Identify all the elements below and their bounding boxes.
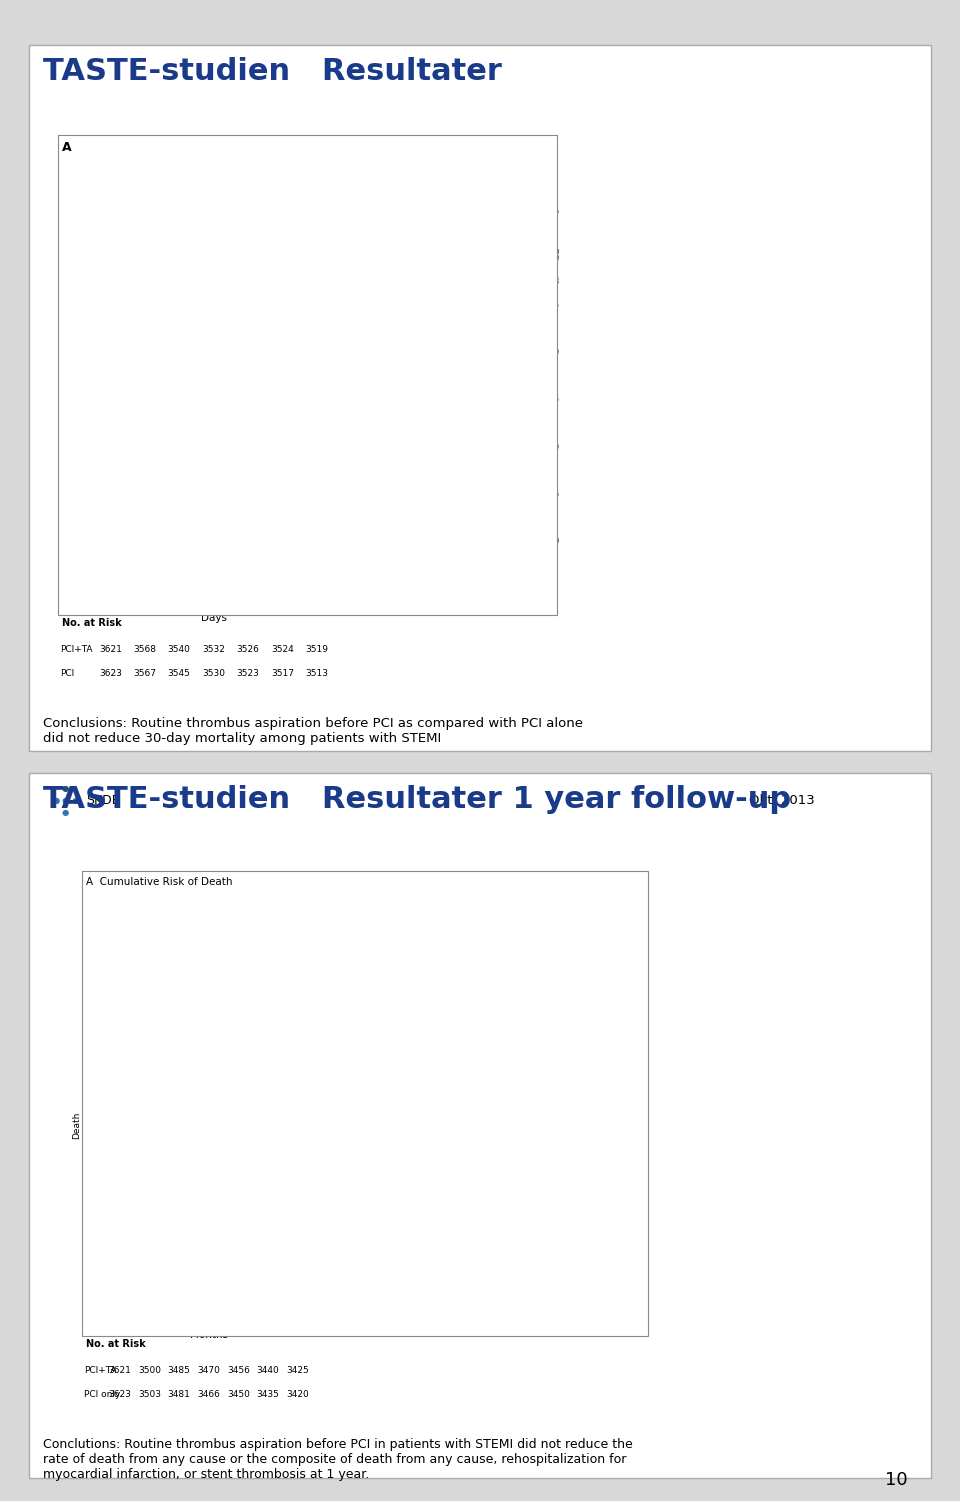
Text: 3513: 3513 [305, 669, 328, 678]
Text: ●: ● [52, 796, 60, 805]
Text: 3526: 3526 [236, 645, 259, 654]
Text: 3.0: 3.0 [546, 249, 560, 258]
Text: A: A [62, 141, 72, 155]
Text: 3503: 3503 [138, 1390, 161, 1399]
Y-axis label: Death
(% of patients): Death (% of patients) [72, 1093, 92, 1159]
Text: PCI+TA: PCI+TA [356, 1073, 389, 1082]
Text: 3517: 3517 [271, 669, 294, 678]
Text: PCI+TA: PCI+TA [60, 645, 93, 654]
Text: 3420: 3420 [286, 1390, 309, 1399]
Text: 3481: 3481 [168, 1390, 191, 1399]
Text: 3485: 3485 [168, 1366, 191, 1375]
Text: 3623: 3623 [108, 1390, 132, 1399]
Text: PCI: PCI [60, 669, 75, 678]
Y-axis label: Cumulative Risk of Death
from Any Cause (%): Cumulative Risk of Death from Any Cause … [62, 329, 83, 443]
Text: 10: 10 [884, 1471, 907, 1489]
Text: 3532: 3532 [203, 645, 225, 654]
Text: 3567: 3567 [133, 669, 156, 678]
Text: 3621: 3621 [99, 645, 122, 654]
Text: SKDE: SKDE [86, 794, 120, 806]
Text: 3500: 3500 [138, 1366, 161, 1375]
Text: PCI: PCI [453, 260, 468, 269]
Text: 3530: 3530 [203, 669, 225, 678]
Text: 3523: 3523 [236, 669, 259, 678]
Text: 3450: 3450 [227, 1390, 250, 1399]
Text: 3470: 3470 [198, 1366, 220, 1375]
Text: 3524: 3524 [271, 645, 294, 654]
Text: ●: ● [61, 784, 69, 793]
Text: PCI only: PCI only [356, 1045, 393, 1054]
Text: 3425: 3425 [286, 1366, 309, 1375]
Text: 2.8: 2.8 [546, 276, 560, 285]
Text: 3440: 3440 [256, 1366, 279, 1375]
Text: TASTE-studien   Resultater 1 year follow-up: TASTE-studien Resultater 1 year follow-u… [43, 785, 791, 814]
Text: Okt. 2013: Okt. 2013 [749, 794, 814, 806]
Text: ●: ● [61, 808, 69, 817]
Text: PCI only: PCI only [84, 1390, 121, 1399]
Text: 3435: 3435 [256, 1390, 279, 1399]
Text: 3466: 3466 [198, 1390, 220, 1399]
Text: ●: ● [61, 796, 69, 805]
Text: 3456: 3456 [227, 1366, 250, 1375]
Text: 3519: 3519 [305, 645, 328, 654]
Text: 5.6: 5.6 [537, 986, 550, 995]
Text: Conclusions: Routine thrombus aspiration before PCI as compared with PCI alone
d: Conclusions: Routine thrombus aspiration… [43, 717, 584, 746]
Text: 3545: 3545 [168, 669, 191, 678]
Text: 5.3: 5.3 [537, 1004, 550, 1013]
Text: 3568: 3568 [133, 645, 156, 654]
Text: A  Cumulative Risk of Death: A Cumulative Risk of Death [86, 877, 233, 887]
Text: No. at Risk: No. at Risk [86, 1339, 146, 1349]
X-axis label: Days: Days [201, 612, 227, 623]
Text: PCI+TA: PCI+TA [84, 1366, 117, 1375]
X-axis label: Months: Months [190, 1330, 228, 1340]
Text: No. at Risk: No. at Risk [62, 618, 122, 629]
Text: 3621: 3621 [108, 1366, 132, 1375]
Text: 3623: 3623 [99, 669, 122, 678]
Text: 3540: 3540 [168, 645, 191, 654]
Text: ●: ● [71, 796, 79, 805]
Text: PCI+TA: PCI+TA [453, 288, 486, 297]
Text: TASTE-studien   Resultater: TASTE-studien Resultater [43, 57, 502, 86]
Text: Conclutions: Routine thrombus aspiration before PCI in patients with STEMI did n: Conclutions: Routine thrombus aspiration… [43, 1438, 633, 1481]
